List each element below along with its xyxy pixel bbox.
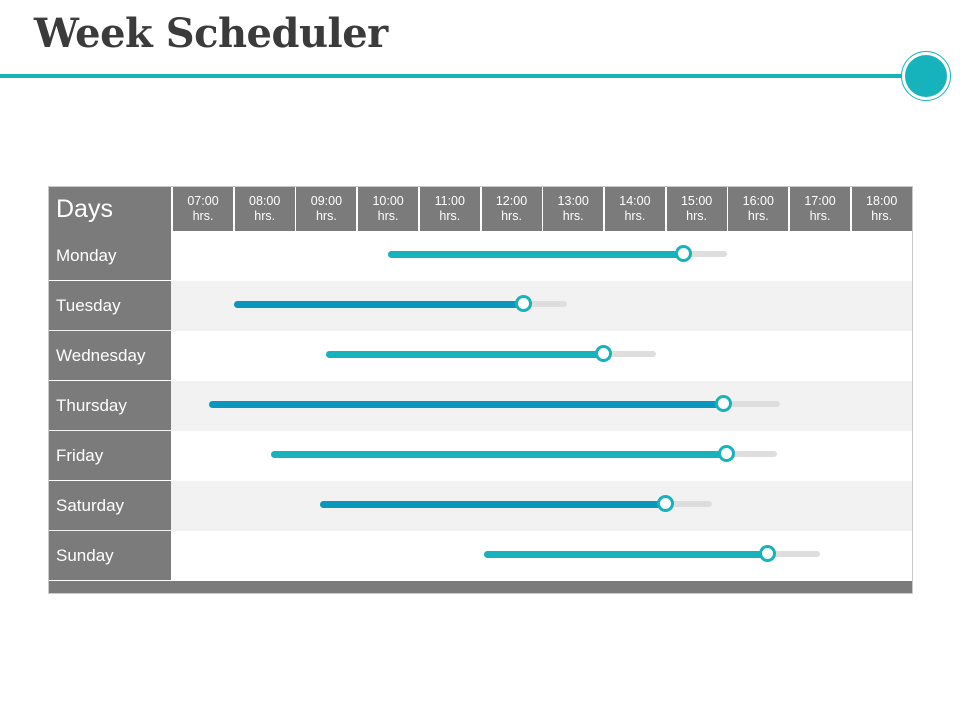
day-row-monday: Monday bbox=[49, 231, 912, 281]
hour-unit: hrs. bbox=[315, 209, 337, 223]
time-range-handle[interactable] bbox=[675, 245, 693, 262]
day-label: Wednesday bbox=[49, 331, 171, 380]
day-row-sunday: Sunday bbox=[49, 531, 912, 581]
days-column-header: Days bbox=[49, 187, 171, 231]
time-range-handle[interactable] bbox=[715, 395, 733, 412]
day-row-wednesday: Wednesday bbox=[49, 331, 912, 381]
hour-unit: hrs. bbox=[562, 209, 584, 223]
time-range-bar[interactable] bbox=[326, 350, 605, 358]
hour-header-1200: 12:00 hrs. bbox=[481, 187, 542, 231]
header-circle bbox=[905, 55, 947, 97]
hour-header-1300: 13:00 hrs. bbox=[543, 187, 604, 231]
hour-header-1400: 14:00 hrs. bbox=[604, 187, 665, 231]
time-range-handle[interactable] bbox=[656, 495, 674, 512]
hour-unit: hrs. bbox=[747, 209, 769, 223]
time-range-bar[interactable] bbox=[320, 500, 666, 508]
day-label: Thursday bbox=[49, 381, 171, 430]
hour-time: 08:00 bbox=[249, 194, 281, 208]
hour-time: 09:00 bbox=[310, 194, 343, 208]
hour-header-1600: 16:00 hrs. bbox=[728, 187, 789, 231]
hour-unit: hrs. bbox=[624, 209, 646, 223]
hour-unit: hrs. bbox=[809, 209, 831, 223]
day-label: Tuesday bbox=[49, 281, 171, 330]
time-range-bar[interactable] bbox=[388, 250, 685, 258]
time-range-bar[interactable] bbox=[233, 300, 524, 308]
hour-header-0800: 08:00 hrs. bbox=[234, 187, 295, 231]
header-line bbox=[0, 74, 918, 78]
time-range-bar[interactable] bbox=[270, 450, 728, 458]
page-title: Week Scheduler bbox=[34, 10, 388, 57]
hour-time: 14:00 bbox=[619, 194, 651, 208]
hour-unit: hrs. bbox=[192, 209, 214, 223]
hour-time: 10:00 bbox=[372, 194, 404, 208]
hour-time: 11:00 bbox=[434, 194, 465, 208]
hour-header-1100: 11:00 hrs. bbox=[419, 187, 480, 231]
time-range-handle[interactable] bbox=[718, 445, 736, 462]
week-schedule-table: Days 07:00 hrs. 08:00 hrs. 09:00 hrs. 10:00 hrs… bbox=[48, 186, 913, 594]
hour-time: 12:00 bbox=[495, 194, 528, 208]
day-label: Sunday bbox=[49, 531, 171, 580]
day-label: Friday bbox=[49, 431, 171, 480]
day-row-tuesday: Tuesday bbox=[49, 281, 912, 331]
hour-header-1800: 18:00 hrs. bbox=[851, 187, 912, 231]
hour-unit: hrs. bbox=[501, 209, 522, 223]
hour-time: 16:00 bbox=[742, 194, 774, 208]
day-row-friday: Friday bbox=[49, 431, 912, 481]
hour-unit: hrs. bbox=[254, 209, 276, 223]
time-range-handle[interactable] bbox=[514, 295, 532, 312]
table-header-row: Days 07:00 hrs. 08:00 hrs. 09:00 hrs. 10:00 hrs… bbox=[49, 187, 912, 231]
hour-unit: hrs. bbox=[439, 209, 461, 223]
hour-header-0700: 07:00 hrs. bbox=[173, 187, 233, 231]
hour-time: 17:00 bbox=[804, 194, 836, 208]
hour-header-0900: 09:00 hrs. bbox=[296, 187, 357, 231]
time-range-handle[interactable] bbox=[595, 345, 613, 362]
hour-unit: hrs. bbox=[377, 209, 399, 223]
hour-time: 15:00 bbox=[680, 194, 713, 208]
time-range-handle[interactable] bbox=[758, 545, 776, 562]
hour-time: 07:00 bbox=[187, 194, 219, 208]
hour-header-1500: 15:00 hrs. bbox=[666, 187, 727, 231]
time-range-bar[interactable] bbox=[209, 400, 725, 408]
hour-header-1000: 10:00 hrs. bbox=[358, 187, 419, 231]
day-row-saturday: Saturday bbox=[49, 481, 912, 531]
hour-time: 13:00 bbox=[557, 194, 589, 208]
day-label: Monday bbox=[49, 231, 171, 280]
hour-header-1700: 17:00 hrs. bbox=[790, 187, 850, 231]
hour-unit: hrs. bbox=[871, 209, 893, 223]
day-label: Saturday bbox=[49, 481, 171, 530]
day-row-thursday: Thursday bbox=[49, 381, 912, 431]
hour-time: 18:00 bbox=[866, 194, 898, 208]
time-range-bar[interactable] bbox=[483, 550, 768, 558]
hour-unit: hrs. bbox=[686, 209, 708, 223]
table-footer-bar bbox=[49, 581, 912, 593]
